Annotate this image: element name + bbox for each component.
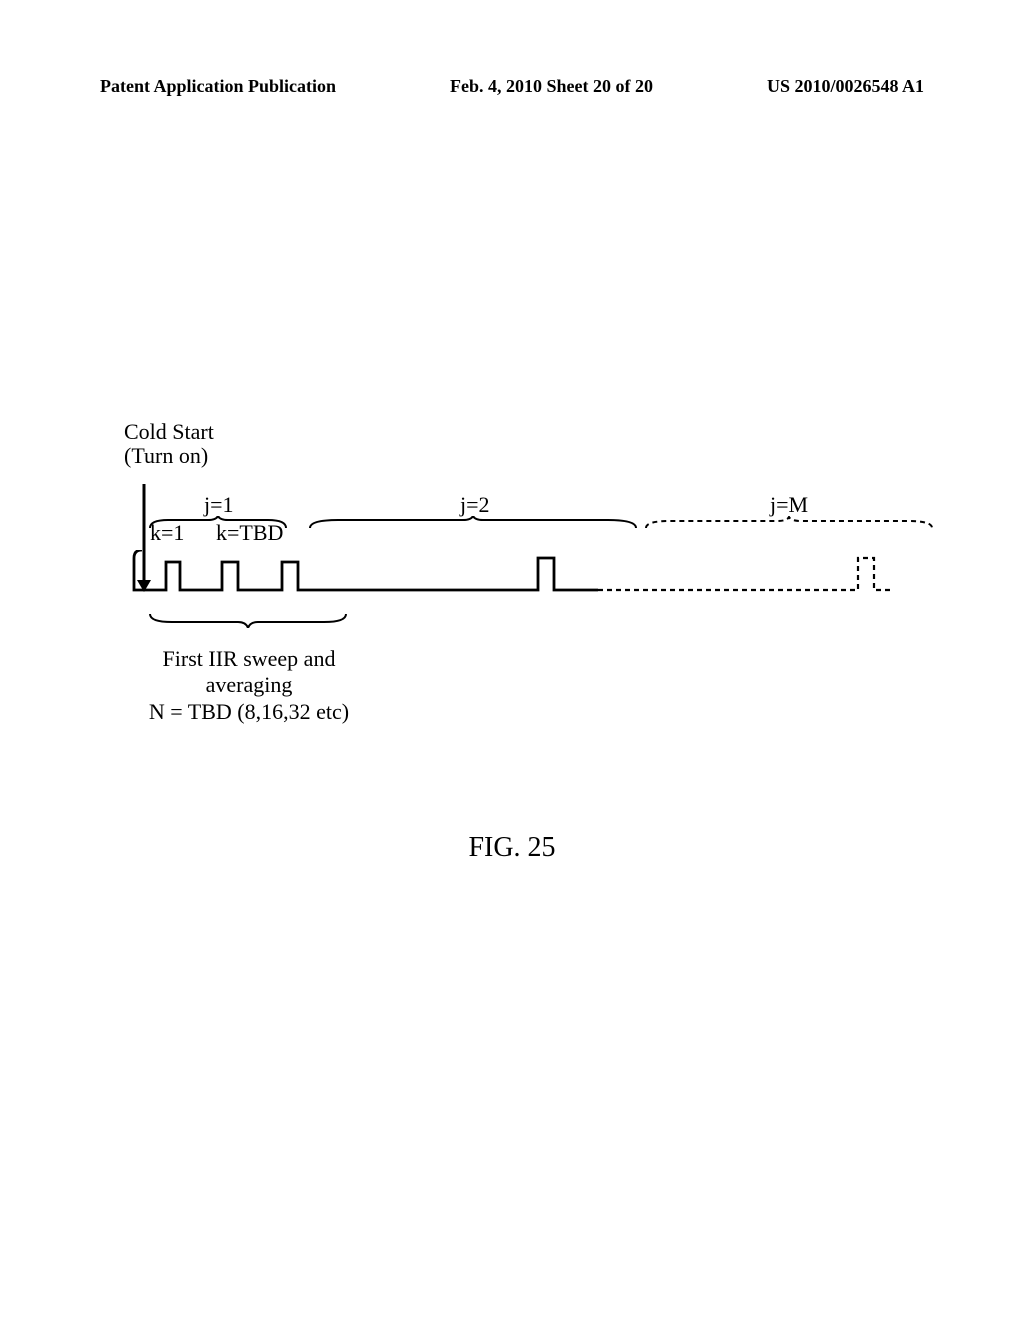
cold-start-label: Cold Start (Turn on) — [124, 420, 214, 468]
cold-start-line1: Cold Start — [124, 419, 214, 444]
cold-start-line2: (Turn on) — [124, 443, 208, 468]
bottom-line2: averaging — [206, 672, 293, 697]
j1-label: j=1 — [204, 492, 234, 518]
brace-bottom — [148, 612, 348, 628]
bottom-line3: N = TBD (8,16,32 etc) — [149, 699, 349, 724]
header-right: US 2010/0026548 A1 — [767, 76, 924, 97]
timing-diagram: Cold Start (Turn on) j=1 j=2 j=M k=1 k=T… — [130, 420, 900, 720]
j2-label: j=2 — [460, 492, 490, 518]
brace-j1 — [148, 516, 288, 530]
figure-caption: FIG. 25 — [0, 832, 1024, 864]
brace-jM — [644, 516, 934, 530]
header-left: Patent Application Publication — [100, 76, 336, 97]
bottom-annotation: First IIR sweep and averaging N = TBD (8… — [124, 646, 374, 725]
jM-label: j=M — [770, 492, 808, 518]
timeline-waveform — [130, 550, 900, 620]
brace-j2 — [308, 516, 638, 530]
header-center: Feb. 4, 2010 Sheet 20 of 20 — [450, 76, 653, 97]
bottom-line1: First IIR sweep and — [163, 646, 336, 671]
